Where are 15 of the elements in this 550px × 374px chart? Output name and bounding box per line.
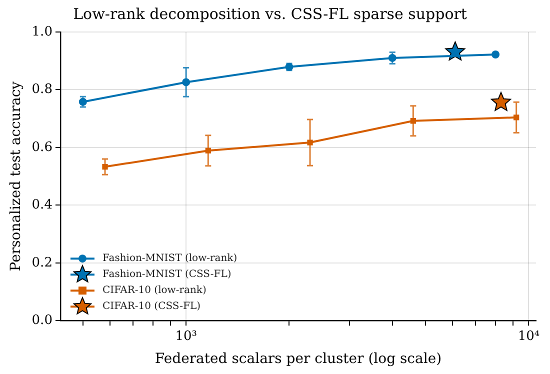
y-tick-label: 0.2 bbox=[32, 255, 52, 270]
x-tick-label: 10³ bbox=[175, 328, 197, 344]
y-tick-label: 1.0 bbox=[32, 24, 52, 40]
y-tick-label: 0.6 bbox=[32, 140, 52, 155]
legend-label: Fashion-MNIST (low-rank) bbox=[102, 253, 238, 264]
y-axis-title: Personalized test accuracy bbox=[8, 81, 24, 272]
x-tick-label: 10⁴ bbox=[518, 328, 540, 344]
y-tick-label: 0.4 bbox=[32, 198, 52, 213]
legend-label: CIFAR-10 (low-rank) bbox=[102, 285, 206, 296]
y-tick-label: 0.0 bbox=[32, 312, 52, 328]
legend-label: CIFAR-10 (CSS-FL) bbox=[102, 301, 201, 312]
chart-title: Low-rank decomposition vs. CSS-FL sparse support bbox=[73, 4, 467, 23]
y-tick-label: 0.8 bbox=[32, 82, 52, 98]
legend-label: Fashion-MNIST (CSS-FL) bbox=[102, 269, 232, 280]
x-axis-title: Federated scalars per cluster (log scale) bbox=[154, 351, 442, 368]
